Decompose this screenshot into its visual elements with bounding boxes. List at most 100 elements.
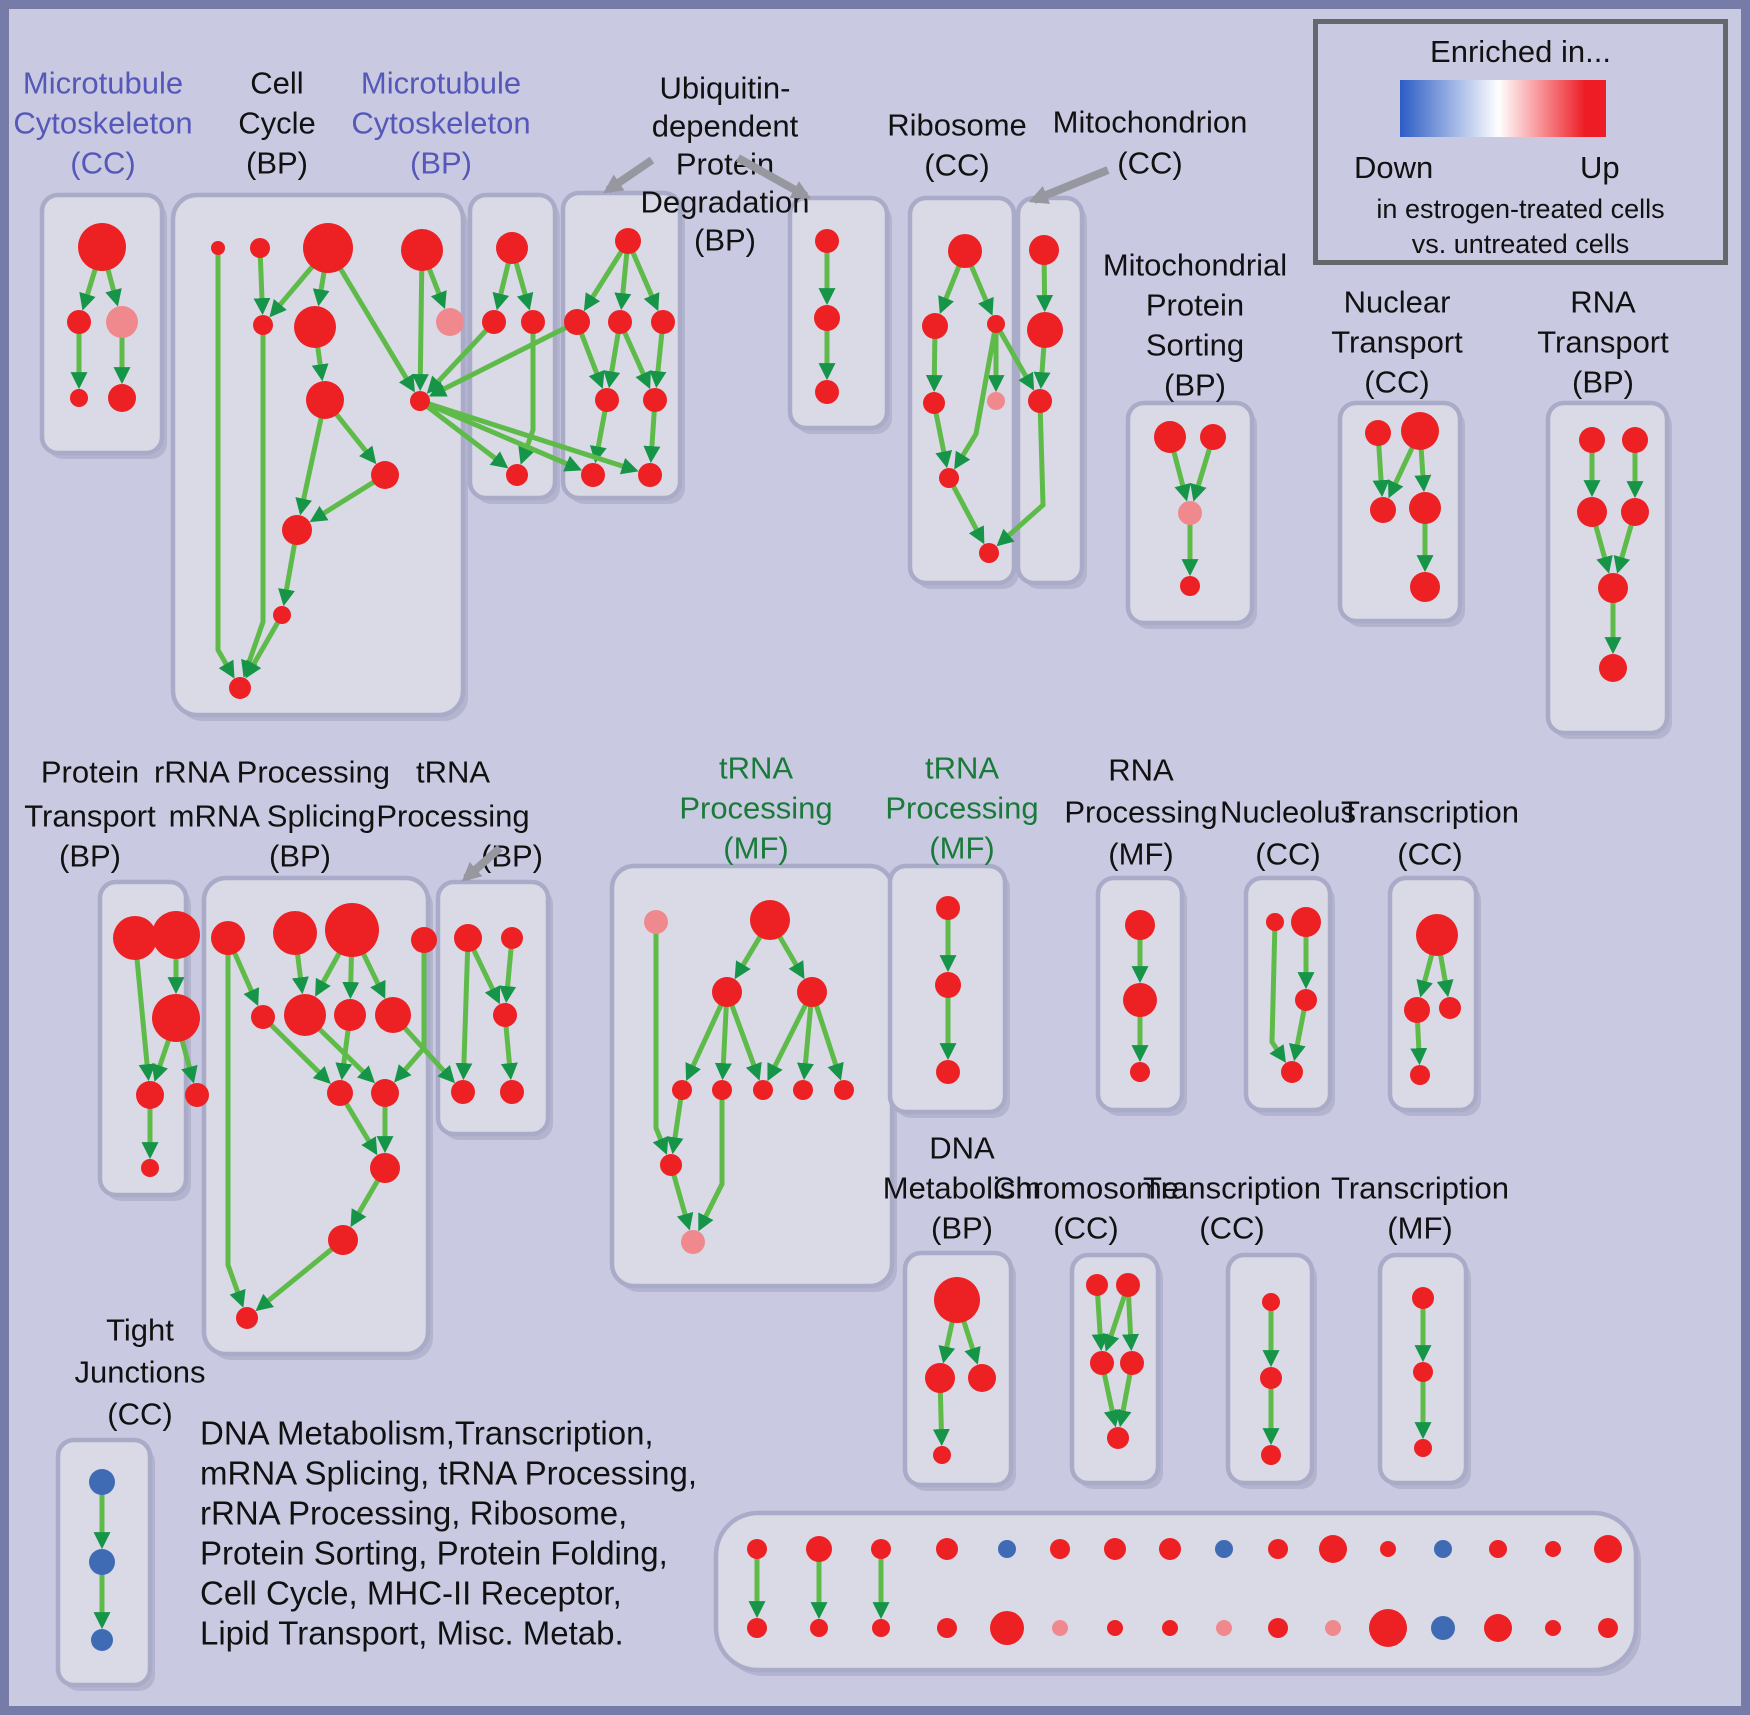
go-term-node-q6 (284, 994, 326, 1036)
go-term-node-z3 (493, 1003, 517, 1027)
cluster-label-rrna-mrna: (BP) (269, 839, 331, 874)
go-term-node-ba13 (1434, 1540, 1452, 1558)
go-term-node-mb4 (506, 464, 528, 486)
go-term-node-x1 (1262, 1293, 1280, 1311)
go-term-node-u1 (564, 309, 590, 335)
go-term-node-r3 (987, 315, 1005, 333)
edge-q1-q13 (225, 938, 246, 1308)
go-term-node-bb10 (1268, 1618, 1288, 1638)
layer-text: DNA Metabolism,Transcription,mRNA Splici… (200, 1415, 697, 1652)
cluster-label-trna-processing-mf-1: (MF) (723, 831, 788, 866)
go-term-node-c2 (250, 238, 270, 258)
cluster-label-mito-protein-sorting: (BP) (1164, 368, 1226, 403)
go-term-node-j2 (89, 1549, 115, 1575)
annotation-text-line: mRNA Splicing, tRNA Processing, (200, 1455, 697, 1492)
go-term-node-s2 (1200, 424, 1226, 450)
cluster-label-microtubule-cc: Microtubule (23, 66, 183, 101)
cluster-label-rna-transport: RNA (1570, 285, 1636, 320)
go-term-node-u2 (608, 310, 632, 334)
go-term-node-g2 (712, 977, 742, 1007)
go-term-node-n4 (1409, 492, 1441, 524)
go-term-node-k2 (1116, 1273, 1140, 1297)
layer-nodes (67, 223, 1649, 1651)
cluster-box-dna-metabolism (902, 1250, 1014, 1488)
cluster-label-microtubule-bp: (BP) (410, 146, 472, 181)
edge-g3-g6 (767, 990, 815, 1082)
go-term-node-p3 (152, 994, 200, 1042)
edge-z1-z4 (455, 937, 473, 1081)
go-term-node-q8 (375, 997, 411, 1033)
go-term-node-s3 (1180, 576, 1200, 596)
cross-edge-mb2-c8 (426, 320, 496, 394)
cluster-label-transcription-cc-upper: Transcription (1341, 795, 1519, 830)
cluster-label-ubiquitin-degradation: Protein (676, 147, 774, 182)
go-term-node-ba10 (1268, 1539, 1288, 1559)
legend-title: Enriched in... (1430, 34, 1611, 69)
edge-g5-gp2 (698, 1090, 725, 1232)
go-term-node-ba14 (1489, 1540, 1507, 1558)
edge-c4-c8 (411, 249, 429, 392)
go-term-node-bb13 (1431, 1616, 1455, 1640)
go-term-node-bb2 (810, 1619, 828, 1637)
go-term-node-v2 (1123, 983, 1157, 1017)
go-term-node-mt2 (1027, 312, 1063, 348)
go-term-node-r2 (922, 313, 948, 339)
go-term-node-v1 (1125, 910, 1155, 940)
go-term-node-q7 (334, 999, 366, 1031)
edge-r5-r6 (946, 476, 985, 545)
cluster-label-ribosome-cc: Ribosome (887, 108, 1027, 143)
go-term-node-p4 (136, 1081, 164, 1109)
go-term-node-g6 (753, 1080, 773, 1100)
go-term-node-t5 (1598, 573, 1628, 603)
go-term-node-m4 (70, 389, 88, 407)
edge-c1-c12 (215, 248, 235, 679)
cluster-box-misc-terms (713, 1510, 1639, 1673)
cluster-label-mito-protein-sorting: Protein (1146, 288, 1244, 323)
go-term-node-c5 (253, 315, 273, 335)
go-term-node-ba15 (1545, 1541, 1561, 1557)
go-term-node-m3 (106, 306, 138, 338)
go-term-node-y3 (1414, 1439, 1432, 1457)
legend-condition-line2: vs. untreated cells (1411, 229, 1630, 259)
cluster-label-tight-junctions: Tight (106, 1313, 174, 1348)
go-term-node-bb5 (990, 1611, 1024, 1645)
cluster-label-ubiquitin-degradation: Ubiquitin- (660, 71, 791, 106)
cluster-label-trna-processing-mf-1: tRNA (719, 751, 793, 786)
cluster-label-trna-processing-mf-2: Processing (885, 791, 1038, 826)
go-term-node-q10 (371, 1079, 399, 1107)
cluster-label-rrna-mrna: rRNA Processing (154, 755, 390, 790)
cluster-label-tight-junctions: Junctions (75, 1355, 206, 1390)
go-term-node-w2 (1404, 997, 1430, 1023)
go-term-node-h2 (935, 972, 961, 998)
go-term-node-bb16 (1598, 1618, 1618, 1638)
go-term-node-gp2 (681, 1230, 705, 1254)
go-term-node-p6 (141, 1159, 159, 1177)
cluster-label-nuclear-transport: (CC) (1364, 365, 1429, 400)
cluster-label-ubiquitin-degradation: (BP) (694, 223, 756, 258)
go-term-node-u7 (638, 463, 662, 487)
cross-edge-c8-u6 (419, 398, 583, 472)
cluster-label-protein-transport: Protein (41, 755, 139, 790)
layer-labels: Microtubule Cytoskeleton (CC) Cell Cycle (BP)… (13, 66, 1669, 1432)
go-term-node-bb3 (872, 1619, 890, 1637)
annotation-text-line: Lipid Transport, Misc. Metab. (200, 1615, 624, 1652)
go-term-node-gp1 (644, 910, 668, 934)
go-term-node-g1 (750, 900, 790, 940)
cluster-label-protein-transport: Transport (24, 799, 156, 834)
go-term-node-d4 (933, 1446, 951, 1464)
annotation-text-line: Cell Cycle, MHC-II Receptor, (200, 1575, 622, 1612)
cluster-label-trna-processing-mf-2: (MF) (929, 831, 994, 866)
go-term-node-w1 (1416, 914, 1458, 956)
cluster-label-tight-junctions: (CC) (107, 1397, 172, 1432)
go-term-node-bb6 (1052, 1620, 1068, 1636)
go-term-node-m2 (67, 310, 91, 334)
cluster-label-transcription-cc-lower: Transcription (1143, 1171, 1321, 1206)
go-term-node-r5 (939, 468, 959, 488)
go-term-node-x3 (1261, 1445, 1281, 1465)
edge-c2-c5 (253, 247, 271, 316)
go-term-node-w4 (1410, 1065, 1430, 1085)
go-term-node-ba3 (871, 1539, 891, 1559)
cluster-label-mito-protein-sorting: Mitochondrial (1103, 248, 1287, 283)
cluster-label-cell-cycle: Cycle (238, 106, 316, 141)
